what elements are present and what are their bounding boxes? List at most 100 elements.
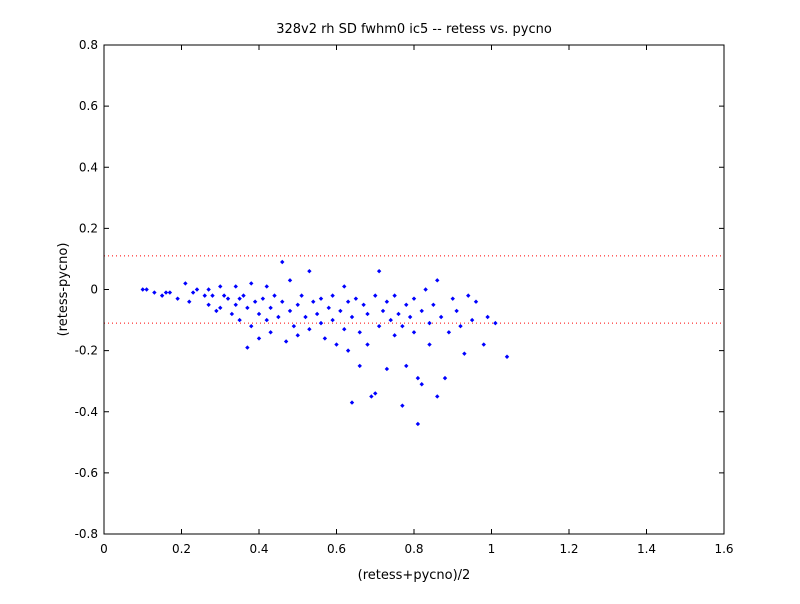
data-point [380, 308, 386, 314]
data-point [361, 302, 366, 307]
y-tick-label: 0 [90, 283, 98, 297]
y-tick-label: -0.6 [75, 466, 98, 480]
data-point [373, 391, 378, 396]
data-point [264, 317, 269, 323]
y-tick-label: 0.4 [79, 160, 98, 174]
x-tick-label: 1 [488, 542, 496, 556]
data-point [287, 278, 293, 283]
data-point [322, 336, 328, 341]
data-point [245, 305, 250, 311]
data-point [349, 400, 355, 405]
data-point [233, 302, 238, 307]
data-point [357, 363, 362, 369]
data-point [330, 293, 335, 298]
data-point [415, 375, 421, 381]
data-point [218, 284, 223, 289]
y-axis-ticks: -0.8 -0.6 -0.4 -0.2 0 0.2 0.4 0.6 0.8 [75, 38, 724, 541]
data-point [392, 293, 397, 298]
data-point [194, 287, 200, 292]
data-point [272, 293, 277, 298]
data-point [218, 305, 223, 311]
data-point [419, 382, 424, 387]
data-point [345, 299, 351, 304]
data-point [485, 314, 490, 320]
data-point [140, 287, 145, 292]
data-point [318, 296, 324, 301]
data-point [423, 287, 428, 292]
data-point [163, 290, 169, 295]
data-point [214, 308, 219, 314]
data-point [334, 342, 339, 347]
data-point [446, 330, 452, 335]
data-point [365, 342, 370, 347]
y-tick-label: -0.8 [75, 527, 98, 541]
data-point [280, 299, 285, 304]
data-point [249, 281, 254, 286]
y-tick-label: 0.2 [79, 221, 98, 235]
data-point [376, 323, 382, 329]
data-point [307, 327, 312, 332]
data-point [268, 330, 273, 335]
data-point [167, 290, 173, 295]
data-point [256, 311, 262, 317]
data-point [264, 284, 269, 289]
data-point [276, 314, 281, 320]
data-point [295, 302, 300, 307]
x-tick-label: 0.4 [249, 542, 268, 556]
data-point [326, 305, 331, 311]
data-point [427, 320, 432, 326]
data-point [206, 302, 211, 307]
data-point [504, 354, 510, 359]
data-point [481, 342, 486, 347]
data-point [260, 296, 266, 301]
data-point [307, 268, 312, 274]
y-tick-label: -0.2 [75, 344, 98, 358]
data-point [144, 287, 149, 292]
data-point [237, 317, 242, 323]
data-point [190, 290, 196, 295]
data-point [493, 320, 498, 326]
data-point [314, 311, 320, 317]
data-point [183, 281, 188, 286]
data-point [376, 268, 382, 274]
data-point [369, 394, 374, 399]
data-point [400, 323, 405, 329]
y-tick-label: 0.8 [79, 38, 98, 52]
data-point [357, 330, 362, 335]
data-point [187, 299, 192, 304]
x-tick-label: 0.2 [172, 542, 191, 556]
data-point [256, 336, 262, 341]
data-point [469, 317, 475, 323]
data-point [438, 314, 444, 320]
data-point [233, 284, 238, 289]
x-tick-label: 0.6 [327, 542, 346, 556]
data-point [159, 293, 165, 298]
data-point [462, 351, 467, 356]
data-point [442, 375, 448, 381]
data-point [435, 278, 440, 283]
data-point [392, 333, 397, 338]
data-point [241, 293, 246, 298]
x-axis-ticks: 0 0.2 0.4 0.6 0.8 1 1.2 1.4 1.6 [100, 45, 734, 556]
data-point [221, 293, 227, 298]
chart-title: 328v2 rh SD fwhm0 ic5 -- retess vs. pycn… [276, 22, 552, 37]
data-point [384, 299, 390, 304]
data-point [419, 308, 424, 314]
data-point [404, 363, 409, 369]
data-point [396, 311, 401, 317]
data-point [450, 296, 455, 301]
data-point [175, 296, 180, 301]
data-point [280, 259, 285, 265]
data-point [287, 308, 293, 314]
data-point [283, 339, 289, 344]
data-point [303, 314, 308, 320]
x-tick-label: 0.8 [404, 542, 423, 556]
data-point [229, 311, 235, 317]
data-point [330, 317, 335, 323]
data-point [311, 299, 316, 304]
reference-lines [104, 255, 724, 324]
data-point [252, 299, 258, 304]
data-point [365, 311, 370, 317]
